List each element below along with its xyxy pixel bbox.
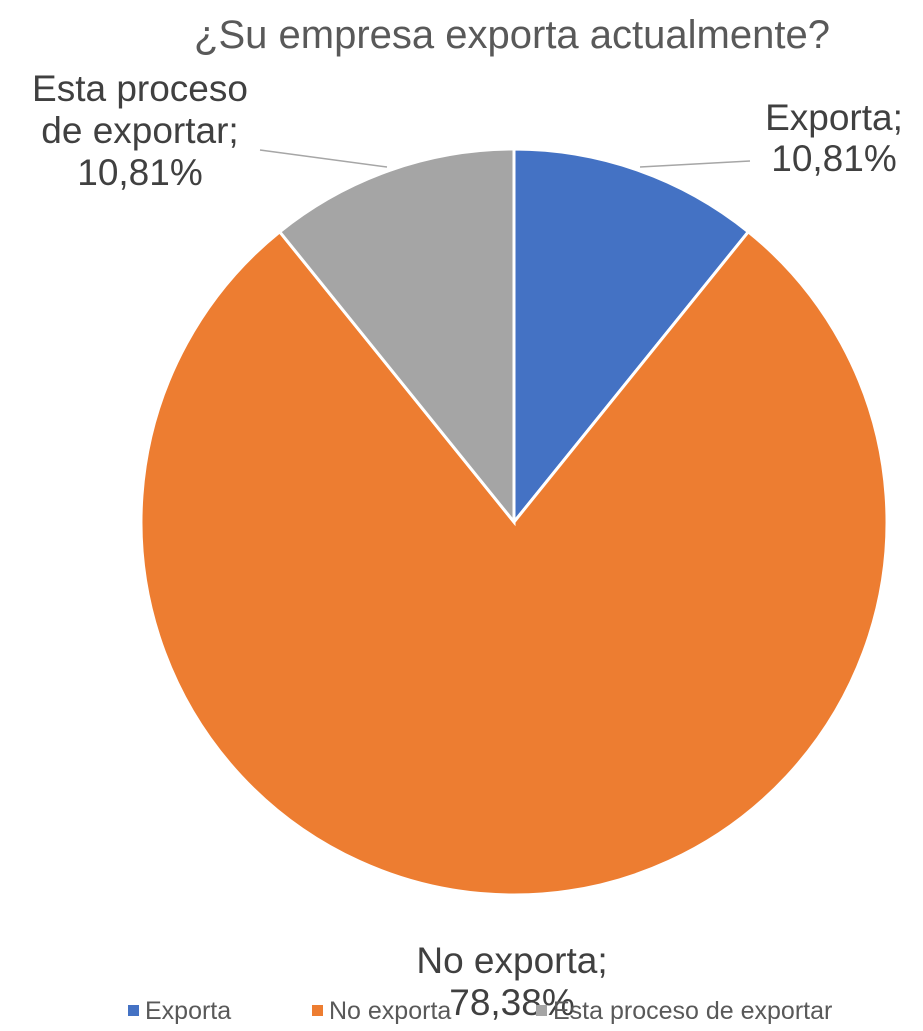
pie-slice-exporta xyxy=(512,147,751,527)
data-label-no-exporta: No exporta; 78,38% xyxy=(416,940,607,1023)
pie-slice-esta-proceso-de-exportar xyxy=(277,147,516,527)
pie-slice-no-exporta xyxy=(139,229,889,897)
leader-line-exporta xyxy=(639,160,751,168)
leader-line-esta-proceso-de-exportar xyxy=(259,149,388,168)
legend-item-exporta: Exporta xyxy=(128,997,231,1025)
legend-item-no-exporta: No exporta xyxy=(312,997,451,1025)
legend-label-no-exporta: No exporta xyxy=(329,997,451,1025)
data-label-exporta: Exporta; 10,81% xyxy=(765,97,903,179)
chart-title: ¿Su empresa exporta actualmente? xyxy=(194,13,830,57)
legend: Exporta No exporta Esta proceso de exporta… xyxy=(128,997,832,1025)
legend-label-exporta: Exporta xyxy=(145,997,231,1025)
legend-swatch-esta-proceso-de-exportar xyxy=(536,1005,547,1016)
data-label-esta-proceso-de-exportar: Esta proceso de exportar; 10,81% xyxy=(32,68,248,193)
legend-swatch-no-exporta xyxy=(312,1005,323,1016)
legend-label-esta-proceso-de-exportar: Esta proceso de exportar xyxy=(553,997,832,1025)
legend-swatch-exporta xyxy=(128,1005,139,1016)
legend-item-esta-proceso-de-exportar: Esta proceso de exportar xyxy=(536,997,832,1025)
